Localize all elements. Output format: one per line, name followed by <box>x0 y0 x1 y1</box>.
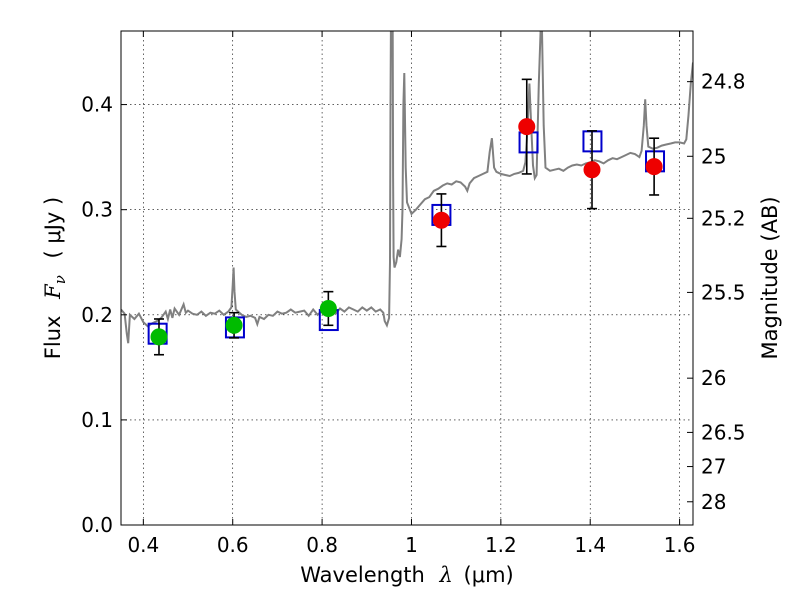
y2-axis-label: Magnitude (AB) <box>758 196 782 359</box>
y-label-prefix: Flux <box>41 316 65 360</box>
template-spectrum-line <box>121 31 693 344</box>
magnitude-tick-label: 26.5 <box>701 420 746 444</box>
y-label-var: F <box>41 283 65 300</box>
x-tick-label: 1.6 <box>664 533 696 557</box>
plot-area <box>121 31 693 356</box>
x-tick-label: 0.4 <box>127 533 159 557</box>
y-label-sub: ν <box>51 275 69 284</box>
optical-photometry-point <box>225 316 243 334</box>
y-label-unit: ( μJy ) <box>41 197 65 259</box>
optical-photometry-point <box>319 299 337 317</box>
optical-photometry-point <box>150 328 168 346</box>
y-tick-label: 0.2 <box>81 303 113 327</box>
magnitude-tick-label: 27 <box>701 455 726 479</box>
infrared-photometry-point <box>645 158 663 176</box>
x-label-unit: (μm) <box>464 563 514 587</box>
x-tick-label: 0.6 <box>217 533 249 557</box>
grid-lines <box>121 31 693 525</box>
magnitude-tick-label: 25.5 <box>701 280 746 304</box>
infrared-photometry-point <box>432 211 450 229</box>
magnitude-tick-label: 26 <box>701 366 726 390</box>
x-label-var: λ <box>439 563 453 587</box>
y-tick-label: 0.4 <box>81 93 113 117</box>
x-tick-label: 1.4 <box>574 533 606 557</box>
model-photometry-square <box>518 131 539 154</box>
magnitude-tick-label: 24.8 <box>701 70 746 94</box>
y-axis-label: Flux Fν ( μJy ) <box>41 197 70 359</box>
infrared-photometry-point <box>518 118 536 136</box>
x-axis-label: Wavelength λ (μm) <box>300 563 513 587</box>
y-tick-label: 0.3 <box>81 198 113 222</box>
x-label-prefix: Wavelength <box>300 563 425 587</box>
infrared-photometry-point <box>583 161 601 179</box>
plot-frame <box>120 30 694 526</box>
x-tick-label: 0.8 <box>306 533 338 557</box>
x-tick-label: 1.2 <box>485 533 517 557</box>
magnitude-tick-label: 25 <box>701 144 726 168</box>
y-tick-label: 0.0 <box>81 513 113 537</box>
x-tick-label: 1 <box>405 533 418 557</box>
y-tick-label: 0.1 <box>81 408 113 432</box>
magnitude-tick-label: 28 <box>701 490 726 514</box>
magnitude-tick-label: 25.2 <box>701 206 746 230</box>
